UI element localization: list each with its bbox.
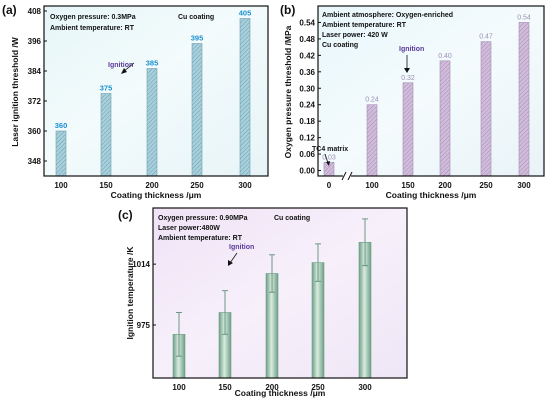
data-label-a-1: 375 [100, 84, 113, 93]
plot-frame-b [317, 5, 545, 177]
y-tick-label-b-3: 0.18 [299, 117, 315, 126]
matrix-label-b: TC4 matrix [312, 146, 348, 153]
chart-a-svg: 348 360 372 384 396 408 100 360 150 375 200 385 250 3… [2, 3, 269, 200]
x-tick-label-b-4: 250 [479, 181, 493, 190]
bars-c: 975 1014 100 150 200 250 300 [132, 218, 372, 392]
panel-letter-b: (b) [280, 3, 295, 17]
x-tick-label-a-0: 100 [54, 181, 68, 190]
ignition-label-b: Ignition [399, 46, 424, 53]
panel-letter-a: (a) [2, 3, 17, 17]
ignition-arrowhead-a [121, 68, 127, 74]
data-label-a-0: 360 [55, 121, 68, 130]
bar-b-1 [366, 104, 378, 177]
x-tick-label-c-1: 150 [218, 383, 232, 392]
plot-background-b [318, 6, 544, 176]
x-tick-label-c-0: 100 [172, 383, 186, 392]
data-label-b-4: 0.47 [479, 34, 493, 41]
y-tick-label-c-1: 1014 [132, 260, 150, 269]
x-tick-label-b-5: 300 [517, 181, 531, 190]
x-axis-label-a: Coating thickness /μm [111, 190, 202, 200]
y-tick-label-c-0: 975 [137, 321, 151, 330]
data-label-a-2: 385 [146, 59, 159, 68]
bar-b-2 [402, 82, 414, 177]
chart-c-svg: 975 1014 100 150 200 250 300 (c) Oxygen pressu… [118, 207, 408, 398]
axis-break-b [341, 171, 353, 181]
y-tick-label-b-4: 0.24 [299, 101, 315, 110]
y-tick-label-b-0: 0.00 [299, 167, 315, 176]
note-atmosphere-b: Ambient atmosphere: Oxygen-enriched [322, 12, 453, 19]
note-ambient-temperature-b: Ambient temperature: RT [322, 22, 407, 29]
y-tick-label-b-5: 0.30 [299, 84, 315, 93]
data-label-b-2: 0.32 [401, 75, 415, 82]
ignition-arrowhead-c [228, 260, 233, 266]
ignition-arrowhead-b [404, 68, 410, 73]
bar-b-5 [518, 22, 530, 177]
data-label-b-1: 0.24 [365, 97, 379, 104]
note-laser-power-c: Laser power:480W [158, 225, 220, 232]
bar-a-1 [100, 93, 112, 177]
bar-b-4 [480, 41, 492, 177]
data-label-a-4: 405 [239, 9, 252, 18]
x-tick-label-b-1: 100 [365, 181, 379, 190]
x-tick-label-a-4: 300 [238, 181, 252, 190]
y-tick-label-b-8: 0.48 [299, 35, 315, 44]
data-label-b-0: 0.03 [322, 154, 336, 161]
bar-b-3 [439, 60, 451, 177]
y-tick-label-a-4: 396 [28, 37, 42, 46]
note-ambient-temperature-a: Ambient temperature: RT [50, 25, 135, 32]
plot-frame-c [152, 207, 408, 379]
x-tick-label-a-2: 200 [145, 181, 159, 190]
plot-frame-a [43, 5, 269, 177]
x-tick-label-a-1: 150 [99, 181, 113, 190]
ignition-arrow-c [229, 252, 238, 264]
x-tick-label-b-3: 200 [438, 181, 452, 190]
y-tick-label-b-9: 0.54 [299, 18, 315, 27]
note-oxygen-pressure-c: Oxygen pressure: 0.90MPa [158, 215, 248, 222]
y-tick-label-b-2: 0.12 [299, 134, 315, 143]
bar-a-3 [191, 43, 203, 177]
note-laser-power-b: Laser power: 420 W [322, 32, 388, 39]
panel-b: 0.00 0.06 0.12 0.18 0.24 0.30 0.36 0.42 0.48 0.54… [275, 0, 550, 205]
bar-a-0 [55, 130, 67, 177]
x-axis-label-b: Coating thickness /μm [386, 190, 477, 200]
x-tick-label-a-3: 250 [190, 181, 204, 190]
matrix-arrow-b [324, 153, 329, 164]
note-coating-c: Cu coating [274, 215, 310, 222]
panel-a: 348 360 372 384 396 408 100 360 150 375 200 385 250 3… [0, 0, 275, 205]
x-axis-label-c: Coating thickness /μm [235, 388, 326, 398]
y-axis-label-c: Ignition temperature /K [125, 246, 135, 340]
data-label-a-3: 395 [191, 34, 204, 43]
y-tick-label-b-7: 0.42 [299, 51, 315, 60]
x-tick-label-b-2: 150 [401, 181, 415, 190]
x-tick-label-b-0: 0 [327, 181, 332, 190]
matrix-arrowhead-b [326, 161, 330, 166]
chart-b-svg: 0.00 0.06 0.12 0.18 0.24 0.30 0.36 0.42 0.48 0.54… [280, 3, 545, 200]
ignition-label-a: Ignition [108, 62, 133, 69]
note-coating-a: Cu coating [178, 14, 214, 21]
y-tick-label-a-5: 408 [28, 7, 42, 16]
note-ambient-temperature-c: Ambient temperature: RT [158, 235, 243, 242]
y-tick-label-a-1: 360 [28, 127, 42, 136]
y-tick-label-b-6: 0.36 [299, 68, 315, 77]
y-tick-label-a-0: 348 [28, 157, 42, 166]
x-tick-label-c-4: 300 [358, 383, 372, 392]
y-axis-label-a: Laser ignition threshold /W [10, 36, 20, 147]
x-tick-label-c-3: 250 [311, 383, 325, 392]
data-label-b-3: 0.40 [438, 53, 452, 60]
y-tick-label-a-2: 372 [28, 97, 42, 106]
bar-a-2 [146, 68, 158, 177]
panel-letter-c: (c) [118, 208, 133, 222]
ignition-label-c: Ignition [229, 244, 254, 251]
panel-c: 975 1014 100 150 200 250 300 (c) Oxygen pressu… [105, 205, 415, 403]
y-tick-label-b-1: 0.06 [299, 150, 315, 159]
data-label-b-5: 0.54 [517, 14, 531, 21]
bar-a-4 [239, 18, 251, 177]
note-coating-b: Cu coating [322, 42, 358, 49]
note-oxygen-pressure-a: Oxygen pressure: 0.3MPa [50, 14, 136, 21]
y-axis-label-b: Oxygen pressure threshold /MPa [283, 25, 293, 158]
x-tick-label-c-2: 200 [265, 383, 279, 392]
y-tick-label-a-3: 384 [28, 67, 42, 76]
